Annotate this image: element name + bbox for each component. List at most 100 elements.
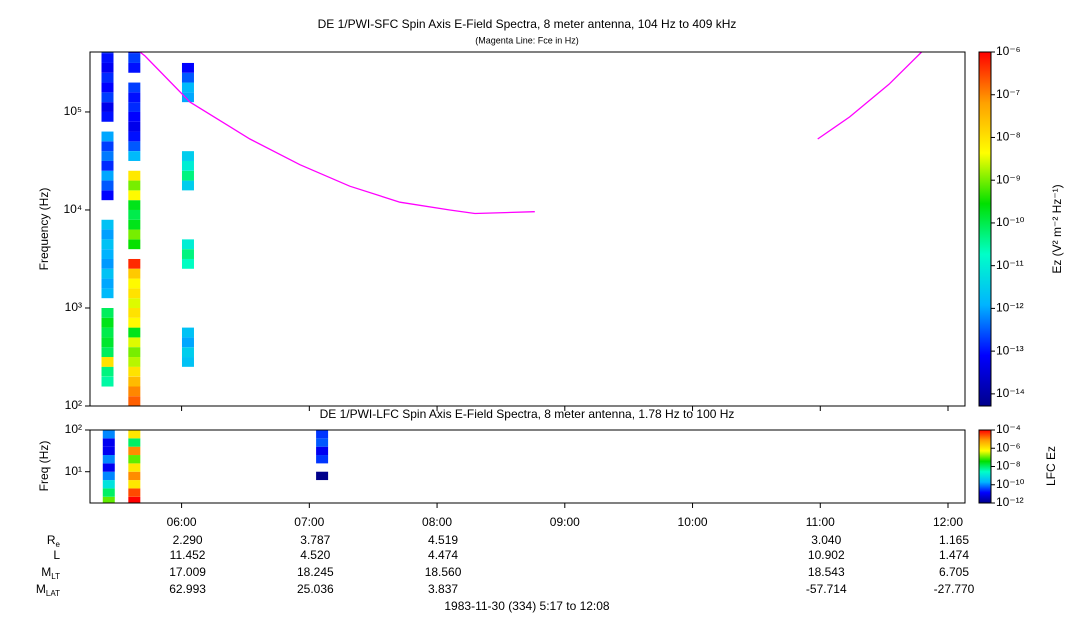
colorbar-tick-label: 10⁻⁸ [996,459,1021,473]
spectrogram-cell [181,347,194,358]
table-cell: 3.837 [428,582,458,596]
spectrogram-cell [101,317,114,328]
spectrogram-cell [101,288,114,299]
table-cell: 6.705 [939,565,969,579]
y-tick-label: 10⁵ [64,104,82,118]
table-cell: 4.474 [428,548,458,562]
spectrogram-cell [128,463,141,472]
colorbar-tick-label: 10⁻⁶ [996,44,1021,58]
y-tick-label: 10⁴ [63,202,82,216]
spectrogram-cell [128,52,141,54]
spectrogram-cell [316,471,329,481]
spectrogram-cell [181,72,194,83]
spectrogram-cell [128,229,141,240]
colorbar-tick-label: 10⁻¹⁴ [996,386,1025,400]
spectrogram-cell [128,268,141,279]
spectrogram-cell [101,102,114,112]
spectrogram-cell [316,438,329,447]
spectrogram-cell [102,480,115,489]
table-cell: 18.245 [297,565,334,579]
row-label: Re [47,533,61,549]
spectrogram-cell [181,151,194,161]
spectrogram-cell [101,249,114,259]
spectrogram-cell [101,229,114,240]
x-tick-label: 09:00 [550,515,580,529]
colorbar [978,429,992,504]
table-cell: 18.560 [425,565,462,579]
spectrogram-cell [128,337,141,348]
spectrogram-cell [128,53,141,63]
spectrogram-cell [181,160,194,171]
spectrogram-cell [128,471,141,481]
spectrogram-cell [128,396,141,406]
colorbar-tick-label: 10⁻¹³ [996,343,1024,357]
chart-title: DE 1/PWI-LFC Spin Axis E-Field Spectra, … [320,407,735,421]
y-axis-title: Freq (Hz) [37,441,51,492]
y-tick-label: 10¹ [65,464,82,478]
spectrogram-cell [102,455,115,464]
plot-area [101,52,923,406]
spectrogram-cell [128,317,141,328]
spectrogram-cell [128,308,141,318]
colorbar-title: LFC Ez [1044,446,1058,486]
spectrogram-cell [102,463,115,472]
spectrogram-cell [128,92,141,103]
spectrogram-cell [181,170,194,181]
spectrogram-cell [102,430,115,439]
footer: 1983-11-30 (334) 5:17 to 12:08 [444,599,610,613]
table-cell: 1.165 [939,533,969,547]
x-tick-label: 06:00 [167,515,197,529]
spectrogram-cell [101,111,114,122]
y-tick-label: 10³ [65,300,82,314]
spectrogram-cell [128,347,141,358]
spectrogram-cell [128,446,141,456]
row-label: L [53,548,60,562]
table-cell: 18.543 [808,565,845,579]
spectrogram-cell [101,53,114,63]
spectrogram-cell [128,327,141,338]
plot-frame [89,51,966,407]
x-tick-label: 11:00 [806,515,835,529]
spectrogram-cell [102,488,115,497]
spectrogram-cell [101,258,114,269]
table-cell: 10.902 [808,548,845,562]
colorbar-title: Ez (V² m⁻² Hz⁻¹) [1050,184,1064,273]
spectrogram-cell [128,141,141,152]
spectrogram-cell [128,366,141,377]
colorbar-tick-label: 10⁻¹⁰ [996,215,1025,229]
spectrogram-cell [128,488,141,497]
spectrogram-cell [101,72,114,83]
x-tick-label: 08:00 [422,515,452,529]
table-cell: 25.036 [297,582,334,596]
spectrogram-cell [128,102,141,112]
chart-title: DE 1/PWI-SFC Spin Axis E-Field Spectra, … [318,17,737,31]
spectrogram-cell [101,327,114,338]
spectrogram-cell [101,141,114,152]
spectrogram-cell [128,121,141,132]
spectrogram-cell [102,496,115,503]
spectrogram-cell [101,337,114,348]
spectrogram-cell [128,455,141,464]
spectrogram-cell [128,111,141,122]
fce-line [139,52,923,215]
spectrogram-cell [101,357,114,367]
table-cell: 62.993 [169,582,206,596]
spectrogram-cell [101,278,114,289]
x-tick-label: 07:00 [294,515,324,529]
spectrogram-cell [181,337,194,348]
spectrogram-cell [181,258,194,269]
spectrogram-cell [128,288,141,299]
y-tick-label: 10² [65,398,82,412]
spectrogram-cell [128,190,141,201]
spectrogram-cell [128,376,141,387]
row-label-sub: LT [51,572,60,581]
row-label: MLT [41,565,60,581]
spectrogram-cell [128,278,141,289]
spectrogram-cell [128,496,141,503]
spectrogram-cell [101,160,114,171]
spectrogram-cell [128,239,141,250]
spectrogram-cell [128,180,141,191]
row-label-main: L [53,548,60,562]
spectrogram-cell [128,200,141,210]
